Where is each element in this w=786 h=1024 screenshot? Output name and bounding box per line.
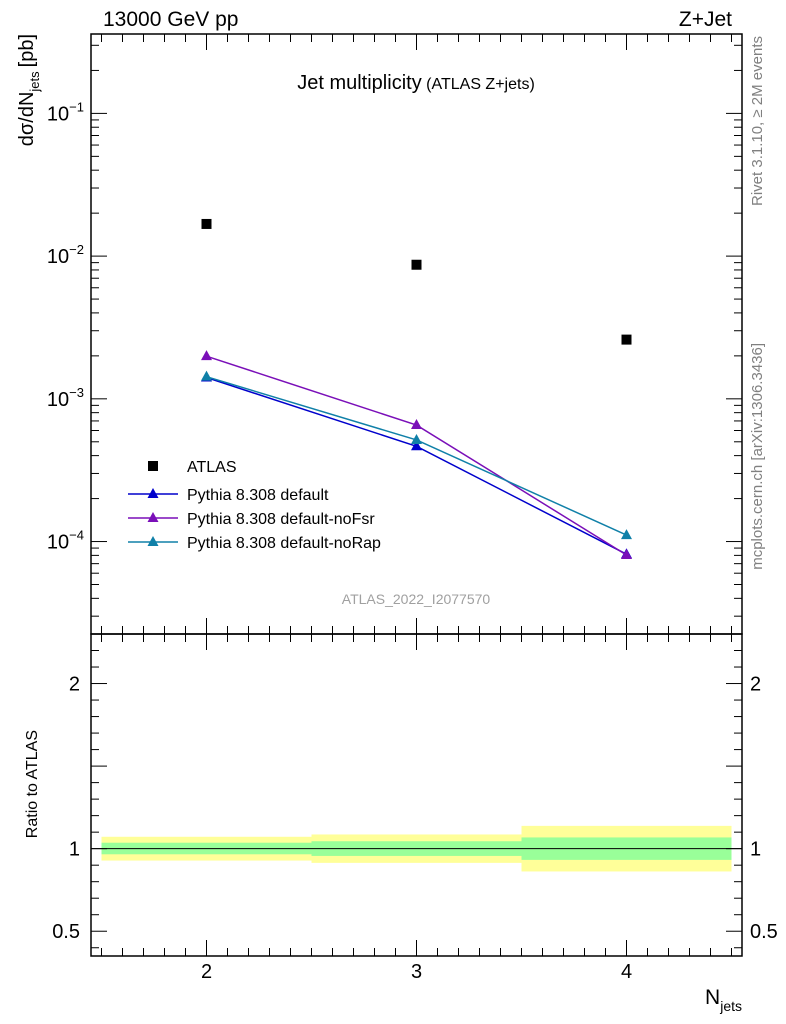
ratio-y-tick-label: 0.5 xyxy=(52,921,80,943)
ratio-y-tick-label: 2 xyxy=(69,674,80,696)
y-axis-label-unit: [pb] xyxy=(16,34,38,67)
legend-label: Pythia 8.308 default-noRap xyxy=(187,535,381,552)
series-marker xyxy=(411,440,422,451)
legend-marker xyxy=(147,488,159,498)
ratio-y-tick-label: 1 xyxy=(69,839,80,861)
mcplots-label: mcplots.cern.ch [arXiv:1306.3436] xyxy=(749,343,766,570)
y-tick-label: 10−4 xyxy=(47,528,84,554)
series-layer xyxy=(201,350,632,559)
legend-marker xyxy=(147,512,159,522)
main-y-axis-label: dσ/dNjets [pb] xyxy=(16,34,42,146)
data-points-layer xyxy=(201,218,632,345)
y-tick-label-base: 10 xyxy=(47,532,69,554)
rivet-version-label: Rivet 3.1.10, ≥ 2M events xyxy=(749,36,766,206)
plot-title-main: Jet multiplicity xyxy=(297,72,421,94)
y-tick-label: 10−2 xyxy=(47,242,84,268)
ratio-y-tick-labels: 0.5 0.5 1 1 2 2 xyxy=(52,674,778,944)
y-axis-label-sub: jets xyxy=(27,71,42,93)
ratio-y-tick-label: 2 xyxy=(750,674,761,696)
series-marker xyxy=(201,370,212,381)
ratio-y-tick-label: 0.5 xyxy=(750,921,778,943)
legend-marker xyxy=(147,536,159,546)
main-axis-ticks xyxy=(91,34,742,634)
plot-title: Jet multiplicity (ATLAS Z+jets) xyxy=(297,72,535,94)
header-energy-label: 13000 GeV pp xyxy=(103,8,238,31)
ratio-axis-ticks xyxy=(91,634,742,956)
y-tick-label-base: 10 xyxy=(47,103,69,125)
plot-title-suffix: (ATLAS Z+jets) xyxy=(426,76,535,93)
y-tick-label-exponent: −3 xyxy=(69,385,84,400)
header-process-label: Z+Jet xyxy=(679,8,732,31)
series-marker xyxy=(411,419,422,430)
series-marker xyxy=(201,350,212,361)
series-marker xyxy=(621,529,632,540)
ratio-plot-frame xyxy=(90,633,743,957)
main-y-tick-labels: 10−110−210−310−4 xyxy=(47,99,84,553)
y-tick-label: 10−3 xyxy=(47,385,84,411)
y-tick-label-exponent: −1 xyxy=(69,99,84,114)
data-point xyxy=(621,334,632,345)
series-marker xyxy=(621,548,632,559)
y-tick-label-base: 10 xyxy=(47,246,69,268)
y-axis-label-base: dσ/dN xyxy=(16,92,38,147)
legend-label: Pythia 8.308 default xyxy=(187,487,329,504)
y-tick-label-exponent: −2 xyxy=(69,242,84,257)
analysis-id-label: ATLAS_2022_I2077570 xyxy=(342,591,491,607)
x-tick-label: 2 xyxy=(201,961,212,983)
x-tick-label: 4 xyxy=(621,961,632,983)
series-marker xyxy=(411,433,422,444)
x-tick-labels: 2 3 4 xyxy=(201,961,632,983)
y-tick-label: 10−1 xyxy=(47,99,84,125)
y-tick-label-exponent: −4 xyxy=(69,528,84,543)
legend-label: Pythia 8.308 default-noFsr xyxy=(187,511,375,528)
legend-marker xyxy=(148,461,158,471)
x-axis-label: Njets xyxy=(705,986,742,1014)
data-point xyxy=(201,218,212,229)
legend: ATLAS Pythia 8.308 default Pythia 8.308 de… xyxy=(128,459,381,552)
y-tick-label-base: 10 xyxy=(47,389,69,411)
x-axis-label-sub: jets xyxy=(719,998,742,1014)
data-point xyxy=(411,259,422,270)
ratio-y-tick-label: 1 xyxy=(750,839,761,861)
x-axis-label-base: N xyxy=(705,986,720,1009)
legend-label: ATLAS xyxy=(187,459,237,476)
x-tick-label: 3 xyxy=(411,961,422,983)
ratio-y-axis-label: Ratio to ATLAS xyxy=(24,730,41,838)
